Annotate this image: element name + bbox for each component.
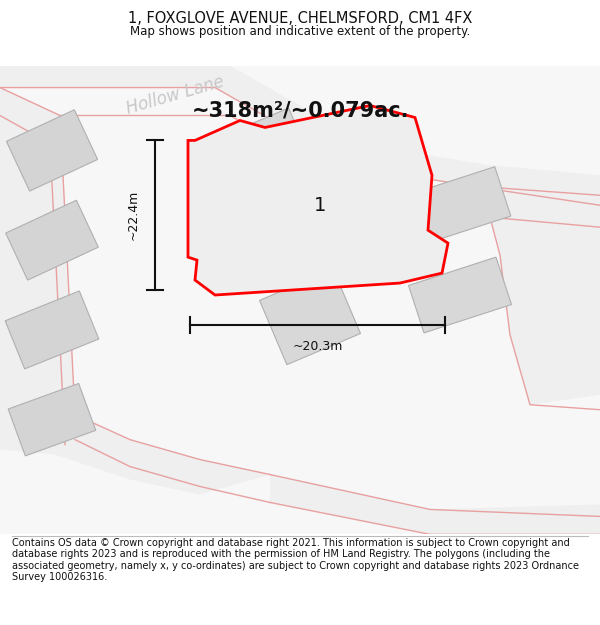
FancyBboxPatch shape [0, 66, 600, 534]
Polygon shape [270, 474, 600, 534]
Text: Map shows position and indicative extent of the property.: Map shows position and indicative extent… [130, 25, 470, 38]
Text: 1, FOXGLOVE AVENUE, CHELMSFORD, CM1 4FX: 1, FOXGLOVE AVENUE, CHELMSFORD, CM1 4FX [128, 11, 472, 26]
Polygon shape [409, 167, 511, 244]
Text: Hollow Lane: Hollow Lane [124, 73, 226, 118]
Text: 1: 1 [314, 196, 326, 215]
Polygon shape [260, 269, 361, 364]
Polygon shape [8, 384, 96, 456]
Polygon shape [5, 200, 98, 280]
Text: ~20.3m: ~20.3m [292, 341, 343, 353]
Polygon shape [197, 108, 334, 252]
Text: Contains OS data © Crown copyright and database right 2021. This information is : Contains OS data © Crown copyright and d… [12, 538, 579, 582]
Polygon shape [490, 166, 600, 405]
Polygon shape [0, 415, 270, 494]
Polygon shape [5, 291, 99, 369]
Polygon shape [0, 88, 75, 424]
Polygon shape [7, 110, 98, 191]
Text: ~318m²/~0.079ac.: ~318m²/~0.079ac. [191, 101, 409, 121]
Text: ~22.4m: ~22.4m [127, 190, 139, 241]
Polygon shape [0, 66, 600, 205]
Polygon shape [188, 106, 448, 295]
Polygon shape [409, 257, 511, 333]
